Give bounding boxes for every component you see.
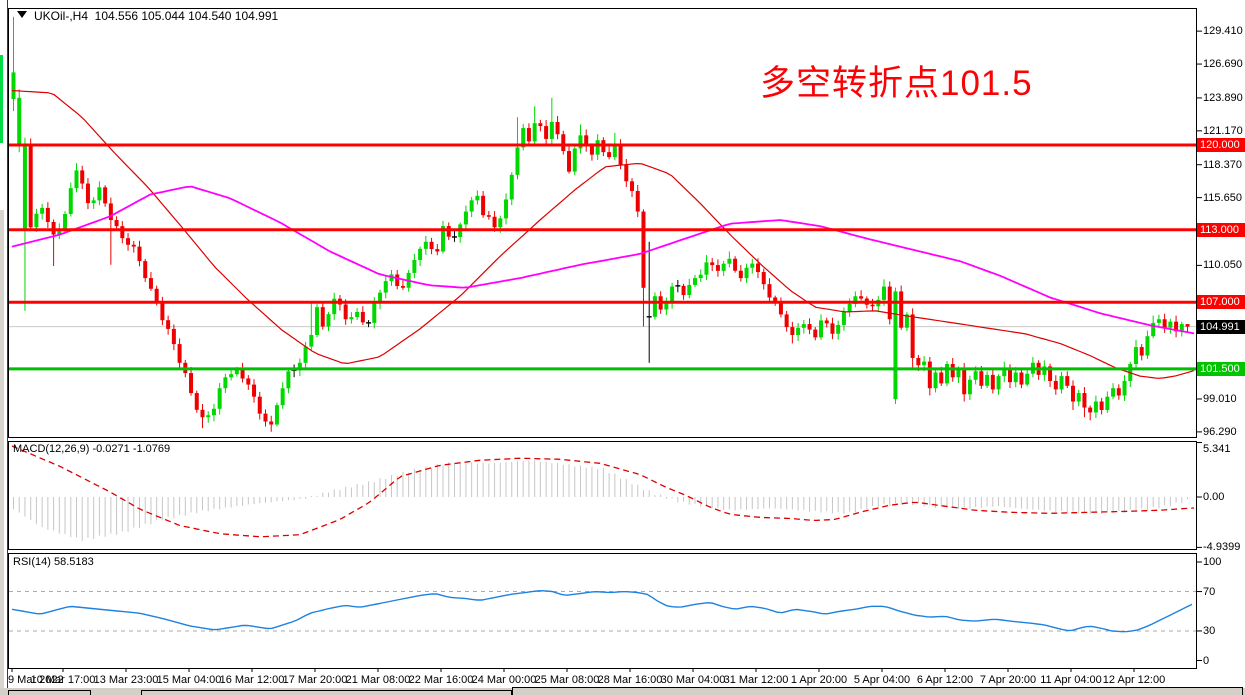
date-tick-label: 25 Mar 08:00 (534, 674, 600, 686)
price-badge: 107.000 (1197, 295, 1245, 310)
ma-fast-red-line (11, 90, 1195, 379)
date-tick-label: 17 Mar 20:00 (282, 674, 348, 686)
date-tick-label: 5 Apr 04:00 (853, 674, 911, 686)
date-tick-label: 24 Mar 00:00 (471, 674, 537, 686)
rsi-indicator-header: RSI(14) 58.5183 (13, 556, 94, 568)
chart-title-ohlc: UKOil-,H4 104.556 105.044 104.540 104.99… (34, 9, 279, 23)
bottom-cutoff-panel[interactable] (141, 690, 512, 695)
rsi-pane-layer (9, 589, 1196, 633)
price-tick-label: 118.370 (1203, 158, 1242, 171)
left-panel-sliver (0, 210, 4, 688)
rsi-tick-label: 100 (1203, 556, 1222, 568)
price-tick-label: 110.050 (1203, 259, 1242, 272)
price-tick-label: 123.890 (1203, 91, 1243, 104)
price-badge: 113.000 (1197, 222, 1245, 237)
chart-text-annotation[interactable]: 多空转折点101.5 (760, 64, 1033, 103)
date-tick-label: 9 Mar 2022 (8, 674, 64, 686)
date-tick-label: 13 Mar 23:00 (93, 674, 159, 686)
date-tick-label: 7 Apr 20:00 (979, 674, 1037, 686)
macd-indicator-header: MACD(12,26,9) -0.0271 -1.0769 (13, 443, 171, 455)
rsi-tick-label: 0 (1203, 654, 1210, 667)
price-tick-label: 129.410 (1203, 25, 1243, 38)
date-tick-label: 31 Mar 12:00 (723, 674, 789, 686)
price-badge: 104.991 (1197, 319, 1245, 334)
price-tick-label: 126.690 (1203, 58, 1243, 71)
price-badge: 101.500 (1197, 361, 1245, 376)
macd-tick-label: 5.341 (1203, 443, 1231, 455)
date-tick-label: 12 Apr 12:00 (1102, 674, 1166, 686)
macd-tick-label: 0.00 (1203, 491, 1225, 503)
macd-signal-line (11, 445, 1195, 538)
date-tick-label: 16 Mar 12:00 (219, 674, 285, 686)
price-badge: 120.000 (1197, 138, 1245, 152)
date-tick-label: 10 Mar 17:00 (30, 674, 96, 686)
left-panel-edge (0, 0, 8, 695)
macd-tick-label: -4.9399 (1203, 541, 1241, 553)
rsi-line (11, 589, 1193, 633)
price-tick-label: 96.290 (1203, 425, 1237, 438)
left-panel-sliver (0, 55, 3, 143)
price-pane-layer (9, 16, 1196, 432)
date-tick-label: 22 Mar 16:00 (408, 674, 474, 686)
date-tick-label: 21 Mar 08:00 (345, 674, 411, 686)
macd-pane-layer (11, 445, 1195, 541)
price-tick-label: 121.170 (1203, 124, 1243, 137)
price-tick-label: 99.010 (1203, 392, 1237, 405)
date-tick-label: 1 Apr 20:00 (790, 674, 848, 686)
symbol-dropdown-arrow-icon[interactable] (17, 11, 27, 18)
date-tick-label: 15 Mar 04:00 (156, 674, 222, 686)
date-tick-label: 11 Apr 04:00 (1040, 674, 1102, 686)
date-tick-label: 30 Mar 04:00 (660, 674, 726, 686)
pane-borders-layer (8, 8, 1202, 672)
rsi-tick-label: 70 (1203, 585, 1216, 598)
price-tick-label: 115.650 (1203, 191, 1242, 204)
date-tick-label: 28 Mar 16:00 (597, 674, 663, 686)
date-tick-label: 6 Apr 12:00 (916, 674, 974, 686)
bottom-cutoff-panel[interactable] (8, 690, 91, 695)
ma-slow-magenta-line (11, 185, 1195, 335)
rsi-tick-label: 30 (1203, 624, 1216, 637)
bottom-cutoff-panel[interactable] (512, 687, 1243, 695)
